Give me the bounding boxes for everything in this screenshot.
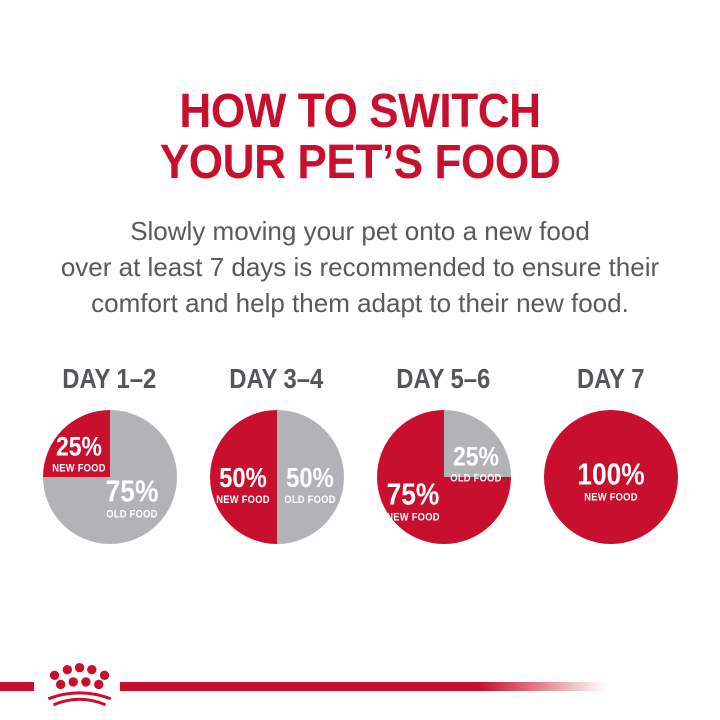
pie-chart-row: DAY 1–2 25% NEW FOOD 75% OLD FOOD DAY 3–…: [0, 363, 720, 544]
pie-column-day-3-4: DAY 3–4 50% NEW FOOD 50% OLD FOOD: [209, 363, 344, 544]
day-label-3-4: DAY 3–4: [229, 363, 324, 394]
pie-column-day-7: DAY 7 100% NEW FOOD: [543, 363, 678, 544]
slice-percent: 75%: [105, 473, 159, 509]
slice-name: OLD FOOD: [106, 508, 158, 521]
brand-rule-right-fading: [120, 682, 606, 691]
pie-column-day-1-2: DAY 1–2 25% NEW FOOD 75% OLD FOOD: [42, 363, 177, 544]
subtitle-line-2: over at least 7 days is recommended to e…: [60, 252, 660, 282]
title-line-2: YOUR PET’S FOOD: [159, 136, 561, 189]
pie-chart-day-3-4: 50% NEW FOOD 50% OLD FOOD: [209, 410, 344, 544]
pie-chart-day-7: 100% NEW FOOD: [543, 410, 678, 544]
subtitle-text: Slowly moving your pet onto a new food o…: [0, 213, 720, 321]
slice-percent: 50%: [286, 462, 334, 494]
slice-percent: 25%: [55, 431, 102, 462]
slice-percent: 75%: [386, 476, 440, 512]
slice-percent: 50%: [219, 462, 267, 494]
royal-canin-crown-logo: [47, 662, 112, 707]
brand-rule-left: [0, 682, 34, 691]
day-label-5-6: DAY 5–6: [396, 363, 491, 394]
slice-name: NEW FOOD: [583, 491, 638, 504]
slice-name: NEW FOOD: [51, 462, 106, 475]
slice-name: OLD FOOD: [284, 494, 336, 507]
pie-column-day-5-6: DAY 5–6 25% OLD FOOD 75% NEW FOOD: [376, 363, 511, 544]
slice-label-new-food: 100% NEW FOOD: [577, 459, 644, 504]
pie-chart-day-5-6: 25% OLD FOOD 75% NEW FOOD: [376, 410, 511, 544]
slice-name: NEW FOOD: [385, 511, 440, 524]
day-label-1-2: DAY 1–2: [62, 363, 157, 394]
slice-label-old-food: 25% OLD FOOD: [449, 441, 502, 485]
title-line-1: HOW TO SWITCH: [179, 85, 541, 138]
slice-label-old-food: 75% OLD FOOD: [106, 476, 159, 521]
slice-label-old-food: 50% OLD FOOD: [284, 462, 336, 507]
subtitle-line-1: Slowly moving your pet onto a new food: [130, 216, 590, 246]
slice-label-new-food: 50% NEW FOOD: [216, 462, 270, 507]
slice-label-new-food: 25% NEW FOOD: [51, 431, 106, 475]
slice-name: OLD FOOD: [449, 472, 502, 485]
page-title: HOW TO SWITCH YOUR PET’S FOOD: [29, 86, 691, 188]
slice-percent: 25%: [452, 441, 499, 472]
slice-label-new-food: 75% NEW FOOD: [386, 479, 439, 524]
slice-name: NEW FOOD: [216, 494, 270, 507]
pie-chart-day-1-2: 25% NEW FOOD 75% OLD FOOD: [42, 410, 177, 544]
day-label-7: DAY 7: [576, 363, 645, 394]
subtitle-line-3: comfort and help them adapt to their new…: [91, 288, 629, 318]
slice-percent: 100%: [576, 456, 645, 492]
